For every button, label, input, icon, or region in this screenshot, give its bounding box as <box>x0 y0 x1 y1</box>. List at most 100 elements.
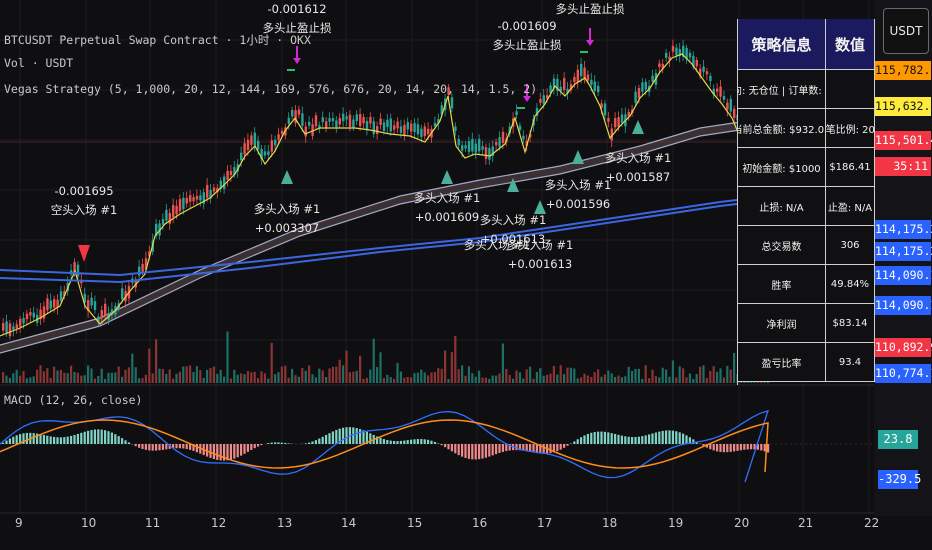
volume-bar <box>675 377 678 383</box>
macd-histogram-bar <box>403 440 406 444</box>
table-cell <box>826 70 875 108</box>
macd-histogram-bar <box>161 444 164 450</box>
macd-histogram-bar <box>304 443 307 444</box>
macd-histogram-bar <box>318 438 321 444</box>
macd-histogram-bar <box>447 444 450 450</box>
macd-histogram-bar <box>158 444 161 451</box>
volume-bar <box>692 378 695 383</box>
macd-legend[interactable]: MACD (12, 26, close) <box>4 393 143 407</box>
candle-body <box>93 301 97 310</box>
volume-bar <box>362 378 365 383</box>
price-tag: 114,175.24 <box>875 242 932 261</box>
volume-bar <box>161 368 164 383</box>
macd-histogram-bar <box>444 444 447 448</box>
macd-histogram-bar <box>627 436 630 444</box>
macd-histogram-bar <box>253 444 256 449</box>
volume-bar <box>668 376 671 383</box>
candle-body <box>83 293 86 303</box>
strategy-legend[interactable]: Vegas Strategy (5, 1,000, 20, 12, 144, 1… <box>4 82 538 96</box>
currency-button[interactable]: USDT <box>883 8 929 54</box>
candle-body <box>437 119 440 124</box>
volume-bar <box>39 365 42 383</box>
volume-bar <box>15 369 18 383</box>
time-axis-label: 10 <box>81 516 97 530</box>
macd-histogram-bar <box>342 427 345 444</box>
candle-body <box>542 95 545 104</box>
volume-bar <box>488 378 491 383</box>
macd-histogram-bar <box>637 436 640 444</box>
price-tag: 115,782.80 <box>875 61 932 80</box>
macd-histogram-bar <box>250 444 253 451</box>
macd-histogram-bar <box>311 441 314 444</box>
candle-body <box>240 152 243 161</box>
volume-bar <box>399 371 402 383</box>
candle-body <box>182 197 185 210</box>
macd-histogram-bar <box>739 444 742 451</box>
volume-bar <box>304 370 307 383</box>
volume-bar <box>716 371 719 383</box>
volume-bar <box>600 376 603 383</box>
candle-body <box>158 223 161 236</box>
macd-histogram-bar <box>617 434 620 444</box>
macd-histogram-bar <box>389 440 392 444</box>
volume-bar <box>556 374 559 383</box>
volume-bar <box>396 362 399 383</box>
candle-body <box>372 121 375 135</box>
macd-histogram-bar <box>70 435 73 444</box>
candle-body <box>491 146 494 157</box>
candle-body <box>501 131 505 143</box>
macd-histogram-bar <box>406 440 409 444</box>
macd-histogram-bar <box>59 437 62 444</box>
candle-body <box>39 309 42 320</box>
volume-legend[interactable]: Vol · USDT <box>4 56 74 70</box>
macd-histogram-bar <box>532 444 535 453</box>
candle-body <box>175 205 178 215</box>
table-row: 净利润 $83.14 <box>738 304 875 343</box>
candle-body <box>539 98 542 103</box>
volume-bar <box>297 376 300 383</box>
volume-bar <box>631 370 634 383</box>
volume-bar <box>586 375 589 383</box>
volume-bar <box>76 372 79 383</box>
candle-body <box>321 117 324 123</box>
volume-bar <box>379 352 382 383</box>
candle-body <box>59 291 63 301</box>
candle-body <box>614 118 617 128</box>
volume-bar <box>182 366 185 383</box>
volume-bar <box>389 376 392 383</box>
volume-bar <box>637 368 640 383</box>
volume-bar <box>678 366 681 383</box>
volume-bar <box>335 366 338 383</box>
candle-body <box>393 125 396 130</box>
macd-histogram-bar <box>80 432 83 444</box>
volume-bar <box>291 368 294 383</box>
candle-body <box>722 96 726 100</box>
volume-bar <box>580 377 583 383</box>
candle-body <box>637 87 641 99</box>
volume-bar <box>559 365 562 383</box>
candle-body <box>515 111 518 116</box>
macd-histogram-bar <box>529 444 532 452</box>
volume-bar <box>348 372 351 383</box>
macd-histogram-bar <box>25 432 28 444</box>
symbol-legend[interactable]: BTCUSDT Perpetual Swap Contract · 1小时 · … <box>4 33 311 47</box>
macd-histogram-bar <box>495 444 498 455</box>
candle-body <box>206 184 209 198</box>
volume-bar <box>709 370 712 383</box>
macd-histogram-bar <box>515 444 518 451</box>
candle-body <box>161 219 165 225</box>
candle-body <box>345 116 348 120</box>
candle-body <box>675 47 678 56</box>
volume-bar <box>518 372 521 383</box>
candle-body <box>481 146 484 150</box>
candle-body <box>87 300 90 311</box>
signal-line <box>0 419 769 473</box>
macd-histogram-bar <box>66 436 69 444</box>
volume-bar <box>624 376 627 383</box>
macd-histogram-bar <box>219 444 222 461</box>
macd-histogram-bar <box>100 429 103 444</box>
macd-histogram-bar <box>481 444 484 459</box>
volume-bar <box>359 355 362 383</box>
macd-histogram-bar <box>240 444 243 456</box>
volume-bar <box>410 377 413 383</box>
